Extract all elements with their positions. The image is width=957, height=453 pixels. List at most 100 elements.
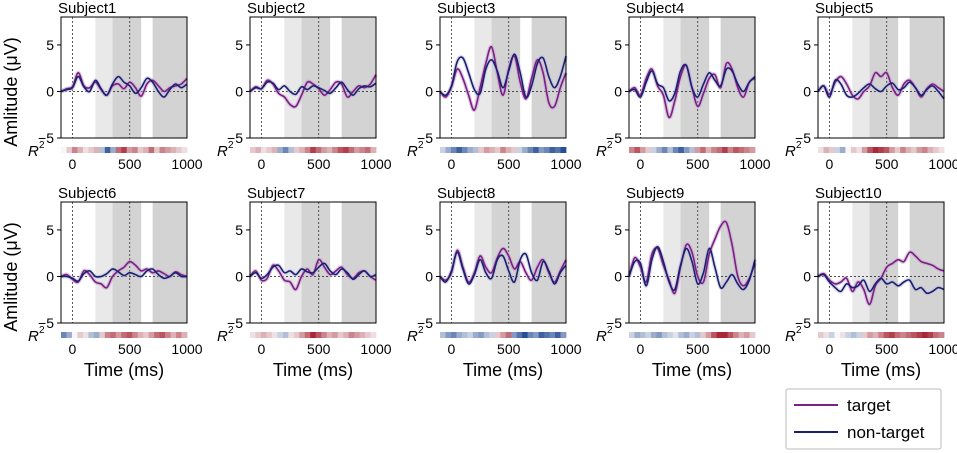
y-tick-label: −5 bbox=[227, 315, 243, 331]
r2-cell bbox=[467, 147, 474, 153]
nontarget-line bbox=[249, 262, 377, 281]
r2-exponent: 2 bbox=[418, 325, 424, 336]
r2-cell bbox=[900, 332, 907, 338]
r2-cell bbox=[922, 147, 928, 153]
nontarget-line bbox=[628, 245, 756, 291]
target-line bbox=[628, 220, 756, 295]
panel-subject8: Subject8 −5 0 5 R 2 0 500 1000 Time (ms) bbox=[407, 185, 582, 380]
x-tick-label: 1000 bbox=[739, 341, 770, 357]
panel-subject3: Subject3 −5 0 5 R 2 0 500 1000 bbox=[407, 0, 582, 172]
x-tick-label: 0 bbox=[448, 341, 456, 357]
r2-cell bbox=[71, 332, 78, 338]
r2-cell bbox=[555, 332, 561, 338]
r2-label: R bbox=[217, 143, 228, 160]
r2-label: R bbox=[28, 328, 39, 345]
r2-exponent: 2 bbox=[607, 140, 613, 151]
r2-cell bbox=[733, 147, 739, 153]
x-tick-label: 500 bbox=[307, 156, 331, 172]
y-tick-label: −5 bbox=[606, 130, 622, 146]
y-tick-label: −5 bbox=[606, 315, 622, 331]
y-tick-label: 0 bbox=[235, 83, 243, 99]
r2-cell bbox=[694, 147, 701, 153]
r2-cell bbox=[560, 332, 567, 338]
time-window-shade bbox=[301, 17, 331, 138]
panel-frame bbox=[60, 201, 188, 324]
r2-cell bbox=[176, 332, 182, 338]
r2-cell bbox=[154, 147, 161, 153]
r2-cell bbox=[744, 147, 750, 153]
r2-cell bbox=[527, 332, 534, 338]
r2-cell bbox=[61, 147, 67, 153]
r2-cell bbox=[645, 332, 652, 338]
r2-cell bbox=[678, 332, 685, 338]
r2-cell bbox=[266, 147, 273, 153]
y-axis-label-row2: Amlitude (μV) bbox=[1, 222, 21, 331]
y-tick-label: 0 bbox=[425, 268, 433, 284]
r2-cell bbox=[894, 332, 901, 338]
r2-cell bbox=[667, 332, 674, 338]
r2-cell bbox=[354, 332, 360, 338]
r2-cell bbox=[115, 147, 122, 153]
r2-cell bbox=[354, 147, 360, 153]
r2-cell bbox=[143, 147, 150, 153]
r2-cell bbox=[299, 147, 306, 153]
x-tick-label: 1000 bbox=[928, 341, 957, 357]
x-tick-label: 1000 bbox=[171, 341, 202, 357]
x-axis-label: Time (ms) bbox=[84, 360, 164, 380]
r2-cell bbox=[165, 147, 171, 153]
r2-cell bbox=[905, 147, 912, 153]
x-tick-label: 500 bbox=[118, 341, 142, 357]
panel-title: Subject5 bbox=[815, 0, 873, 17]
x-tick-label: 1000 bbox=[928, 156, 957, 172]
r2-cell bbox=[159, 147, 166, 153]
time-window-shade bbox=[341, 17, 376, 138]
y-axis-label-text: Amlitude (μV) bbox=[1, 222, 21, 331]
r2-cell bbox=[326, 332, 333, 338]
x-tick-label: 0 bbox=[258, 156, 266, 172]
r2-cell bbox=[365, 147, 371, 153]
r2-cell bbox=[99, 332, 106, 338]
y-tick-label: 5 bbox=[46, 37, 54, 53]
r2-cell bbox=[538, 147, 545, 153]
x-tick-label: 500 bbox=[307, 341, 331, 357]
r2-cell bbox=[650, 332, 657, 338]
r2-cell bbox=[716, 332, 723, 338]
r2-cell bbox=[861, 332, 868, 338]
x-tick-label: 500 bbox=[497, 156, 521, 172]
time-window-shade bbox=[152, 202, 187, 323]
r2-cell bbox=[445, 147, 452, 153]
r2-cell bbox=[104, 147, 111, 153]
r2-cell bbox=[549, 147, 556, 153]
r2-cell bbox=[478, 147, 485, 153]
r2-cell bbox=[489, 147, 496, 153]
panel-frame bbox=[628, 201, 756, 324]
r2-cell bbox=[343, 147, 350, 153]
panel-frame bbox=[249, 201, 377, 324]
r2-cell bbox=[472, 332, 479, 338]
x-tick-label: 1000 bbox=[550, 156, 581, 172]
r2-cell bbox=[99, 147, 106, 153]
r2-cell bbox=[88, 332, 95, 338]
time-window-shade bbox=[852, 17, 870, 138]
r2-cell bbox=[850, 332, 857, 338]
r2-cell bbox=[321, 332, 328, 338]
y-tick-label: 5 bbox=[46, 222, 54, 238]
r2-cell bbox=[483, 147, 490, 153]
r2-cell bbox=[511, 147, 518, 153]
r2-cell bbox=[711, 147, 718, 153]
time-window-shade bbox=[152, 17, 187, 138]
r2-cell bbox=[310, 147, 317, 153]
nontarget-line bbox=[817, 273, 945, 295]
panel-frame bbox=[60, 16, 188, 139]
r2-cell bbox=[634, 147, 641, 153]
r2-label: R bbox=[407, 328, 418, 345]
r2-cell bbox=[656, 332, 663, 338]
r2-cell bbox=[823, 332, 830, 338]
r2-cell bbox=[672, 147, 679, 153]
legend-label-target: target bbox=[847, 396, 891, 415]
r2-cell bbox=[282, 332, 289, 338]
y-tick-label: 0 bbox=[614, 268, 622, 284]
time-window-shade bbox=[95, 17, 113, 138]
r2-cell bbox=[749, 147, 756, 153]
x-tick-label: 0 bbox=[826, 156, 834, 172]
